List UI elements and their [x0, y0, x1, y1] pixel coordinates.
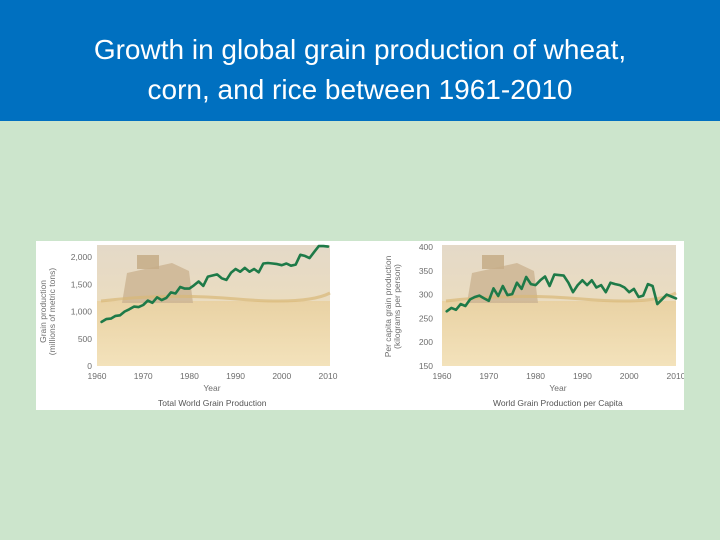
x-tick-label: 1960 [433, 371, 452, 381]
harvester-cab-total [137, 255, 159, 269]
grain-wave-total [100, 291, 331, 303]
y-tick-label: 250 [419, 313, 433, 323]
x-tick-label: 2000 [272, 371, 291, 381]
y-tick-label: 300 [419, 290, 433, 300]
combine-harvester-per-capita [467, 263, 538, 303]
y-tick-label: 400 [419, 242, 433, 252]
x-tick-label: 2010 [319, 371, 338, 381]
slide-title-line-2: corn, and rice between 1961-2010 [147, 74, 573, 105]
y-tick-label: 150 [419, 361, 433, 371]
chart-caption: Total World Grain Production [158, 398, 267, 408]
x-tick-label: 1980 [180, 371, 199, 381]
series-line-total [100, 244, 330, 324]
y-axis-label-units: (millions of metric tons) [47, 268, 57, 356]
series-line-per-capita [445, 273, 678, 313]
slide-title: Growth in global grain production of whe… [20, 30, 700, 110]
x-tick-label: 1990 [573, 371, 592, 381]
title-bar: Growth in global grain production of whe… [0, 0, 720, 121]
y-tick-label: 500 [78, 334, 92, 344]
slide-title-line-1: Growth in global grain production of whe… [93, 34, 627, 65]
wheat-field-total [97, 301, 330, 366]
x-tick-label: 1970 [479, 371, 498, 381]
y-axis-label: Per capita grain production [383, 255, 393, 357]
x-tick-label: 1980 [526, 371, 545, 381]
x-tick-label: 1970 [134, 371, 153, 381]
x-tick-label: 2000 [620, 371, 639, 381]
x-tick-label: 2010 [667, 371, 684, 381]
y-tick-label: 350 [419, 266, 433, 276]
chart-canvas: 0 500 1,000 1,500 2,000 1960 1970 1980 1990 2000 2… [38, 242, 684, 408]
x-axis-label: Year [203, 383, 220, 393]
y-tick-label: 2,000 [71, 252, 93, 262]
harvester-cab-per-capita [482, 255, 504, 269]
y-axis-label: Grain production [38, 280, 48, 343]
chart-caption: World Grain Production per Capita [493, 398, 623, 408]
y-tick-label: 1,000 [71, 307, 93, 317]
y-axis-label-units: (kilograms per person) [392, 264, 402, 349]
y-tick-label: 0 [87, 361, 92, 371]
y-tick-label: 200 [419, 337, 433, 347]
x-tick-label: 1990 [226, 371, 245, 381]
x-axis-label: Year [549, 383, 566, 393]
x-tick-label: 1960 [88, 371, 107, 381]
wheat-field-per-capita [442, 301, 676, 366]
chart-figure: 0 500 1,000 1,500 2,000 1960 1970 1980 1990 2000 2… [36, 241, 684, 410]
y-tick-label: 1,500 [71, 279, 93, 289]
